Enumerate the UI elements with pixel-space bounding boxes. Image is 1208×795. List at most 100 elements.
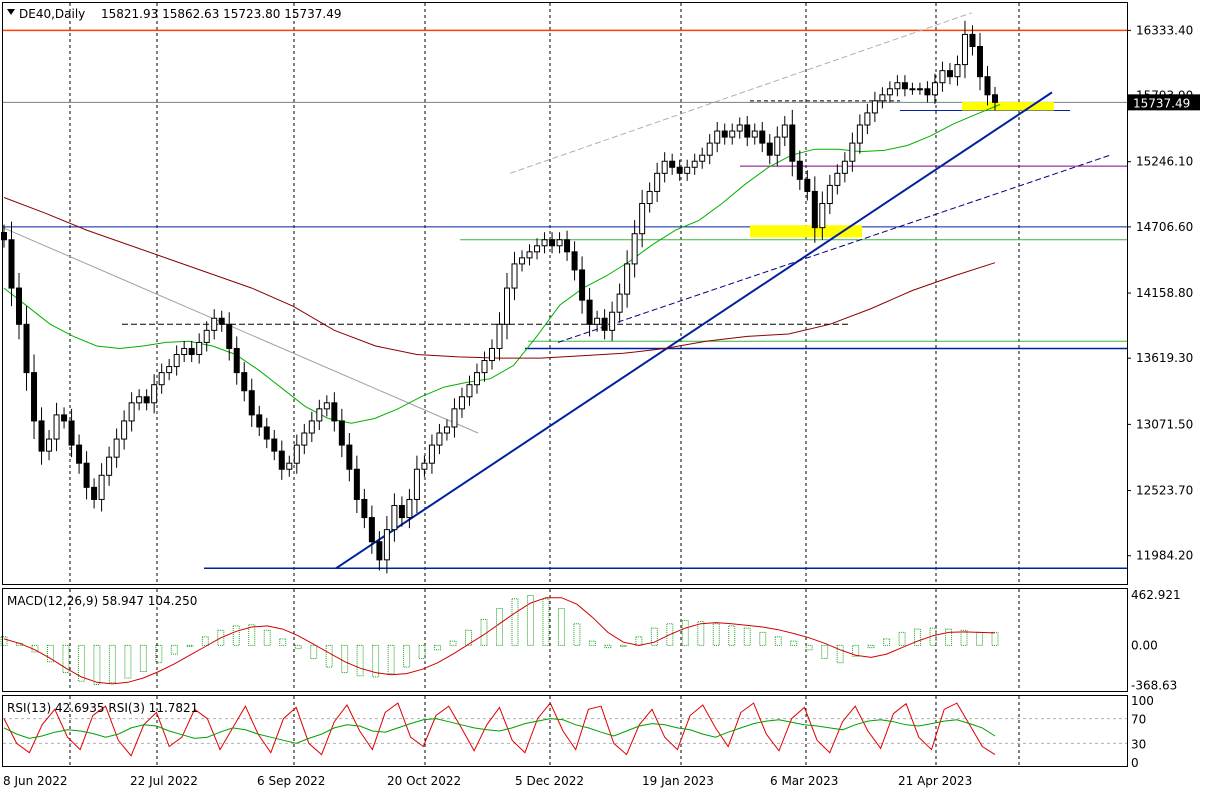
macd-bar — [217, 629, 225, 646]
candle-body — [669, 160, 676, 168]
rsi3-line — [3, 702, 996, 757]
macd-bar — [790, 640, 798, 646]
candle-body — [706, 142, 713, 156]
candle-body — [263, 426, 270, 440]
macd-bar — [449, 640, 457, 646]
candle-body — [916, 88, 923, 91]
macd-bar — [170, 644, 178, 655]
candle-body — [601, 317, 608, 331]
candle-body — [549, 239, 556, 247]
x-tick-label: 5 Dec 2022 — [515, 774, 584, 788]
candle-body — [534, 245, 541, 253]
macd-bar — [93, 644, 101, 685]
candle-body — [654, 172, 661, 192]
macd-bar — [418, 644, 426, 659]
macd-y-label: 462.921 — [1131, 588, 1181, 602]
downtrend-line — [2, 227, 479, 434]
current-price-tag: 15737.49 — [1128, 94, 1200, 111]
macd-bar — [77, 644, 85, 682]
y-tick-label: 15246.10 — [1136, 155, 1193, 169]
candle-body — [361, 498, 368, 519]
candle-body — [796, 160, 803, 180]
candle-body — [661, 160, 668, 174]
y-tick-label: 14706.60 — [1136, 220, 1193, 234]
candle-body — [729, 130, 736, 138]
macd-bar — [526, 595, 534, 646]
macd-y-label: 0.00 — [1131, 638, 1158, 652]
candle-body — [781, 124, 788, 138]
rsi-y-label: 70 — [1131, 713, 1146, 727]
candle-body — [759, 130, 766, 144]
candle-body — [879, 94, 886, 102]
candle-body — [856, 124, 863, 144]
macd-bar — [387, 644, 395, 675]
macd-bar — [883, 638, 891, 646]
candle-body — [271, 438, 278, 452]
macd-bar — [341, 644, 349, 674]
candle-body — [1, 232, 7, 241]
candle-body — [368, 517, 375, 543]
macd-bar — [712, 623, 720, 646]
macd-bar — [403, 644, 411, 668]
candle-body — [639, 203, 646, 235]
candle-body — [992, 94, 998, 103]
candle-body — [564, 239, 571, 253]
candle-body — [308, 420, 315, 434]
candle-body — [128, 402, 135, 422]
macd-bar — [108, 644, 116, 683]
current-price-label: 15737.49 — [1133, 96, 1190, 110]
y-tick-label: 12523.70 — [1136, 484, 1193, 498]
symbol-dropdown-icon[interactable] — [7, 9, 15, 15]
candle-body — [519, 257, 526, 265]
candle-body — [571, 251, 578, 271]
macd-bar — [557, 608, 565, 646]
macd-bar — [248, 624, 256, 646]
candle-body — [226, 323, 233, 349]
macd-bar — [356, 644, 364, 677]
macd-bar — [960, 629, 968, 646]
macd-bar — [681, 619, 689, 646]
rsi-title: RSI(13) 42.6935 RSI(3) 11.7821 — [7, 701, 198, 715]
rsi13-line — [3, 718, 996, 744]
x-tick-label: 19 Jan 2023 — [642, 774, 714, 788]
macd-bar — [511, 598, 519, 646]
candle-body — [256, 414, 263, 428]
macd-bar — [898, 631, 906, 646]
candle-body — [864, 112, 871, 126]
candle-body — [166, 366, 173, 374]
candle-body — [91, 486, 98, 500]
macd-bar — [480, 618, 488, 646]
macd-bar — [743, 627, 751, 646]
ohlc-readout: 15821.93 15862.63 15723.80 15737.49 — [101, 7, 341, 21]
macd-bar — [836, 644, 844, 664]
macd-bar — [635, 636, 643, 646]
candle-body — [8, 239, 15, 289]
macd-bar — [155, 644, 163, 664]
macd-bar — [139, 644, 147, 672]
x-tick-label: 22 Jul 2022 — [130, 774, 198, 788]
candle-body — [196, 341, 203, 355]
candle-body — [143, 396, 150, 404]
macd-bar — [604, 644, 612, 649]
candle-body — [624, 263, 631, 295]
candle-body — [203, 329, 210, 343]
macd-signal-line — [3, 597, 996, 685]
candle-body — [586, 299, 593, 325]
candle-body — [406, 498, 413, 519]
symbol-title: DE40,Daily — [19, 7, 85, 21]
x-tick-label: 8 Jun 2022 — [3, 774, 68, 788]
candle-body — [774, 136, 781, 156]
macd-bar — [232, 625, 240, 646]
candle-body — [744, 124, 751, 138]
candle-body — [834, 172, 841, 186]
trendline-drawings — [2, 12, 1111, 570]
candle-body — [46, 438, 53, 452]
candle-body — [188, 347, 195, 355]
candle-body — [526, 251, 533, 259]
macd-bar — [650, 627, 658, 646]
candle-body — [31, 372, 38, 422]
candle-body — [391, 504, 398, 531]
main-uptrend-line — [335, 91, 1053, 570]
candle-body — [113, 438, 120, 458]
